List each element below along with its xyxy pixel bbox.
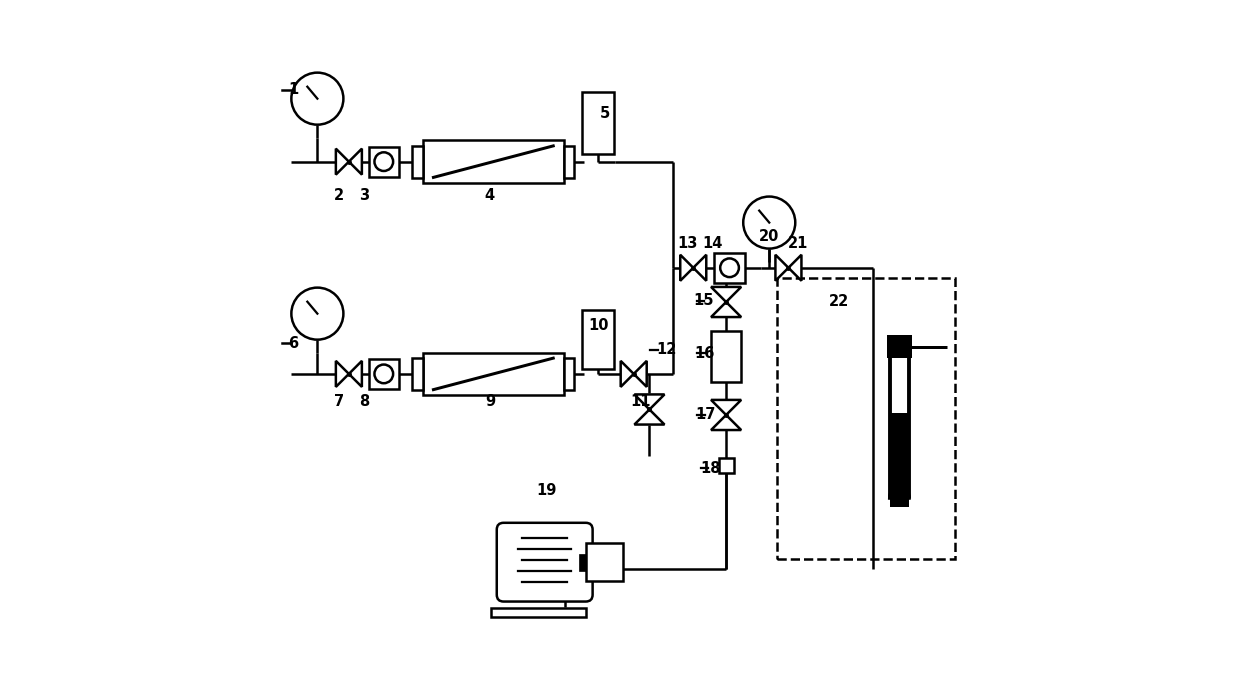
Text: 7: 7 bbox=[335, 394, 345, 409]
Bar bbox=[714, 253, 744, 283]
Text: 19: 19 bbox=[536, 483, 557, 498]
Text: 10: 10 bbox=[588, 319, 609, 333]
Polygon shape bbox=[635, 394, 665, 410]
Bar bbox=[368, 147, 399, 177]
Text: 2: 2 bbox=[335, 188, 345, 203]
Bar bbox=[711, 331, 742, 382]
Bar bbox=[777, 278, 956, 559]
Polygon shape bbox=[348, 148, 362, 175]
Text: 14: 14 bbox=[702, 236, 723, 252]
Circle shape bbox=[291, 73, 343, 125]
Text: 22: 22 bbox=[830, 295, 849, 310]
Bar bbox=[585, 543, 624, 581]
Text: 3: 3 bbox=[358, 188, 370, 203]
Polygon shape bbox=[775, 255, 789, 281]
Polygon shape bbox=[711, 287, 742, 302]
Bar bbox=[491, 608, 585, 617]
Bar bbox=[888, 336, 911, 357]
FancyBboxPatch shape bbox=[497, 523, 593, 602]
Polygon shape bbox=[711, 302, 742, 317]
Bar bbox=[719, 458, 734, 473]
Text: 4: 4 bbox=[485, 188, 495, 203]
Circle shape bbox=[743, 197, 795, 249]
Circle shape bbox=[374, 152, 393, 171]
Polygon shape bbox=[634, 361, 647, 387]
Text: 9: 9 bbox=[485, 394, 495, 409]
Text: 6: 6 bbox=[289, 335, 299, 351]
Text: 12: 12 bbox=[656, 342, 677, 358]
Text: 13: 13 bbox=[677, 236, 697, 252]
Polygon shape bbox=[621, 361, 634, 387]
Bar bbox=[583, 92, 614, 154]
Circle shape bbox=[720, 258, 739, 277]
Polygon shape bbox=[348, 361, 362, 387]
Text: 15: 15 bbox=[693, 293, 714, 308]
Polygon shape bbox=[336, 148, 348, 175]
Text: 8: 8 bbox=[358, 394, 370, 409]
Bar bbox=[423, 353, 563, 395]
Text: 16: 16 bbox=[694, 346, 715, 361]
Bar bbox=[412, 358, 423, 389]
Polygon shape bbox=[635, 410, 665, 425]
Polygon shape bbox=[789, 255, 801, 281]
Bar bbox=[583, 310, 614, 369]
Text: 18: 18 bbox=[701, 461, 720, 476]
Text: 11: 11 bbox=[630, 394, 651, 409]
Text: 21: 21 bbox=[787, 236, 808, 252]
Bar bbox=[412, 146, 423, 177]
Polygon shape bbox=[693, 255, 707, 281]
Circle shape bbox=[374, 365, 393, 383]
Polygon shape bbox=[711, 415, 742, 430]
Bar bbox=[579, 554, 585, 570]
Text: 17: 17 bbox=[696, 407, 715, 423]
Bar bbox=[563, 358, 574, 389]
Bar bbox=[563, 146, 574, 177]
Bar bbox=[423, 141, 563, 183]
Text: 1: 1 bbox=[288, 82, 299, 97]
Bar bbox=[368, 359, 399, 389]
Polygon shape bbox=[711, 400, 742, 415]
Polygon shape bbox=[336, 361, 348, 387]
Text: 20: 20 bbox=[759, 229, 780, 245]
Bar bbox=[890, 413, 909, 507]
Polygon shape bbox=[681, 255, 693, 281]
Circle shape bbox=[291, 288, 343, 340]
Text: 5: 5 bbox=[600, 106, 610, 121]
